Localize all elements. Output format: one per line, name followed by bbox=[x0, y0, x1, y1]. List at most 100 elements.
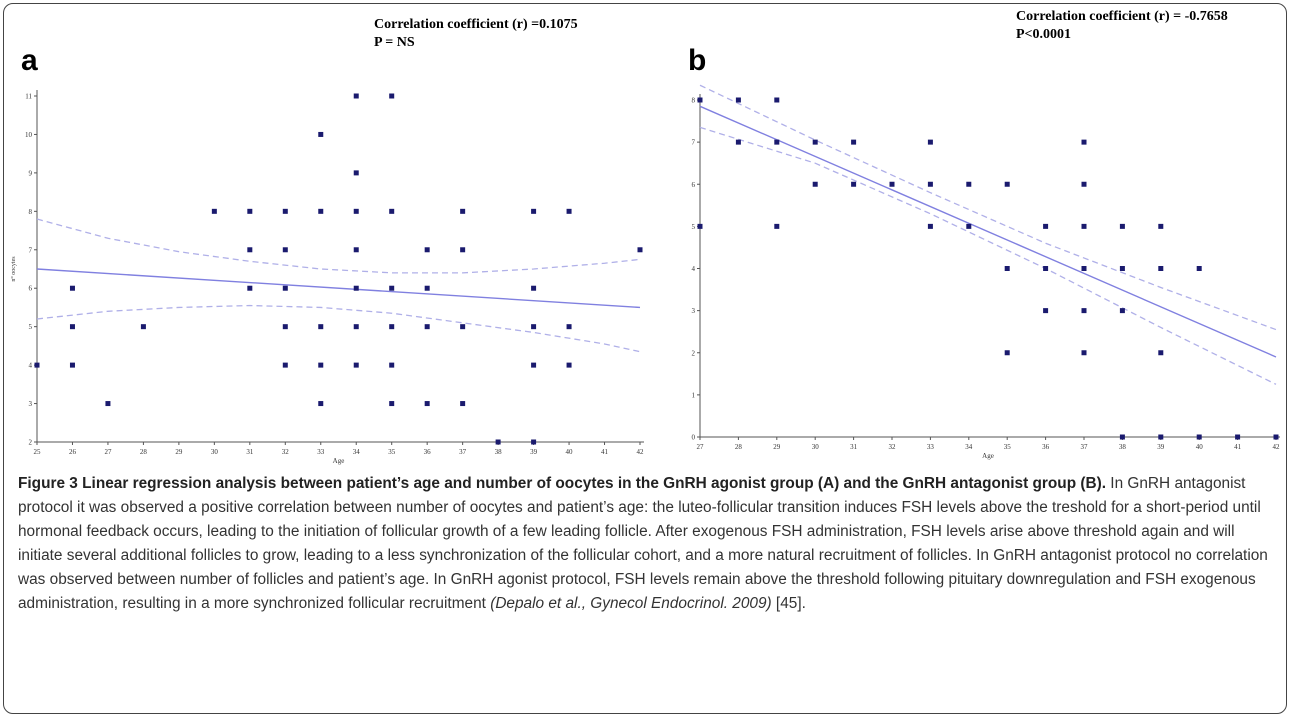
chart-a-data-point bbox=[353, 208, 359, 214]
chart-a-data-point bbox=[69, 324, 75, 330]
chart-b-data-point bbox=[1196, 434, 1202, 440]
chart-a-data-point bbox=[460, 247, 466, 253]
chart-a-data-point bbox=[566, 208, 572, 214]
chart-b-data-point bbox=[966, 223, 972, 229]
chart-b-data-point bbox=[1235, 434, 1241, 440]
chart-a-y-tick-label: 7 bbox=[29, 246, 33, 254]
chart-b-data-point bbox=[1119, 223, 1125, 229]
chart-b-data-point bbox=[851, 181, 857, 187]
panel-a-pvalue: P = NS bbox=[374, 35, 415, 50]
chart-b-x-tick-label: 35 bbox=[1004, 443, 1012, 451]
chart-a-x-tick-label: 32 bbox=[282, 448, 290, 456]
chart-a-data-point bbox=[531, 208, 537, 214]
chart-b-y-tick-label: 8 bbox=[692, 97, 696, 105]
chart-a-data-point bbox=[460, 324, 466, 330]
chart-b-x-tick-label: 39 bbox=[1157, 443, 1165, 451]
chart-b-data-point bbox=[1081, 350, 1087, 356]
chart-a-y-tick-label: 5 bbox=[29, 323, 33, 331]
chart-a-data-point bbox=[282, 362, 288, 368]
chart-a-x-tick-label: 31 bbox=[246, 448, 254, 456]
chart-b-y-tick-label: 2 bbox=[692, 349, 696, 357]
chart-a-data-point bbox=[69, 285, 75, 291]
chart-a-data-point bbox=[282, 208, 288, 214]
chart-a-data-point bbox=[353, 362, 359, 368]
chart-a-data-point bbox=[140, 324, 146, 330]
chart-a-ci-lower-line bbox=[36, 304, 641, 353]
chart-b-data-point bbox=[1004, 266, 1010, 271]
chart-a-x-tick-label: 33 bbox=[317, 448, 325, 456]
chart-b-x-tick-label: 30 bbox=[812, 443, 820, 451]
chart-a-data-point bbox=[460, 208, 466, 214]
chart-a-data-point bbox=[105, 401, 111, 407]
chart-b-x-tick-label: 37 bbox=[1081, 443, 1089, 451]
chart-b-data-point bbox=[1081, 266, 1087, 271]
chart-a-y-axis-label: n° oocytes bbox=[10, 256, 17, 282]
chart-a-x-tick-label: 37 bbox=[459, 448, 467, 456]
caption-citation: (Depalo et al., Gynecol Endocrinol. 2009… bbox=[490, 595, 772, 612]
chart-b-x-tick-label: 41 bbox=[1234, 443, 1242, 451]
chart-a-x-tick-label: 36 bbox=[424, 448, 432, 456]
panel-a-letter: a bbox=[21, 44, 38, 77]
chart-a-data-point bbox=[353, 324, 359, 330]
chart-a-x-tick-label: 35 bbox=[388, 448, 396, 456]
chart-a-data-point bbox=[424, 401, 430, 407]
chart-b-data-point bbox=[966, 181, 972, 187]
chart-a-data-point bbox=[247, 208, 253, 214]
chart-b-data-point bbox=[774, 139, 780, 145]
chart-b-data-point bbox=[927, 223, 933, 229]
chart-a-regression-line bbox=[36, 268, 641, 309]
chart-b-ci-upper-line bbox=[699, 84, 1277, 331]
chart-a-data-point bbox=[318, 362, 324, 368]
chart-b-data-point bbox=[735, 97, 741, 103]
chart-a-x-tick-label: 41 bbox=[601, 448, 609, 456]
chart-b-data-point bbox=[889, 181, 895, 187]
chart-b-data-point bbox=[1081, 308, 1087, 314]
chart-b-x-tick-label: 34 bbox=[965, 443, 973, 451]
chart-a-y-tick-label: 9 bbox=[29, 169, 33, 177]
chart-a-data-point bbox=[531, 285, 537, 291]
chart-b-x-tick-label: 29 bbox=[773, 443, 781, 451]
chart-b-y-tick-label: 6 bbox=[692, 181, 696, 189]
chart-b-x-axis-label: Age bbox=[982, 452, 994, 460]
chart-a-data-point bbox=[318, 324, 324, 330]
chart-b-data-point bbox=[1158, 350, 1164, 356]
chart-b-data-point bbox=[697, 223, 703, 229]
chart-b-x-tick-label: 27 bbox=[697, 443, 705, 451]
panel-b-correlation: Correlation coefficient (r) = -0.7658 bbox=[1016, 9, 1228, 24]
chart-a-data-point bbox=[531, 439, 537, 445]
chart-b-data-point bbox=[1196, 266, 1202, 271]
chart-a-data-point bbox=[566, 362, 572, 368]
chart-a-x-tick-label: 40 bbox=[566, 448, 574, 456]
chart-b-y-tick-label: 1 bbox=[692, 391, 696, 399]
chart-a-data-point bbox=[389, 208, 395, 214]
chart-a-x-tick-label: 38 bbox=[495, 448, 503, 456]
chart-b-data-point bbox=[774, 223, 780, 229]
chart-a-data-point bbox=[531, 362, 537, 368]
chart-a-data-point bbox=[531, 324, 537, 330]
chart-b-data-point bbox=[1273, 434, 1279, 440]
chart-a-x-tick-label: 42 bbox=[637, 448, 645, 456]
chart-a-ci-upper-line bbox=[36, 218, 641, 274]
chart-b-ci-lower-line bbox=[699, 126, 1277, 385]
panel-b-pvalue: P<0.0001 bbox=[1016, 27, 1072, 42]
chart-a-data-point bbox=[389, 324, 395, 330]
chart-a-x-axis-label: Age bbox=[333, 457, 345, 465]
chart-b-data-point bbox=[927, 181, 933, 187]
chart-a-data-point bbox=[424, 247, 430, 253]
chart-a-data-point bbox=[637, 247, 643, 253]
chart-b-data-point bbox=[1119, 434, 1125, 440]
chart-b-data-point bbox=[1043, 308, 1049, 314]
chart-b-data-point bbox=[1158, 223, 1164, 229]
chart-b-data-point bbox=[927, 139, 933, 145]
chart-b-data-point bbox=[812, 139, 818, 145]
chart-b-y-tick-label: 3 bbox=[692, 307, 696, 315]
chart-a-data-point bbox=[318, 131, 324, 137]
chart-a-data-point bbox=[353, 170, 359, 176]
chart-b-y-tick-label: 5 bbox=[692, 223, 696, 231]
chart-a-y-tick-label: 4 bbox=[29, 362, 33, 370]
chart-a-y-tick-label: 11 bbox=[25, 93, 32, 101]
scatter-chart-a: 25 26 27 28 29 30 31 32 33 34 35 36 37 38 39 40 41 422345… bbox=[10, 90, 645, 465]
chart-b-data-point bbox=[735, 139, 741, 145]
chart-b-x-tick-label: 36 bbox=[1042, 443, 1050, 451]
chart-a-data-point bbox=[389, 285, 395, 291]
